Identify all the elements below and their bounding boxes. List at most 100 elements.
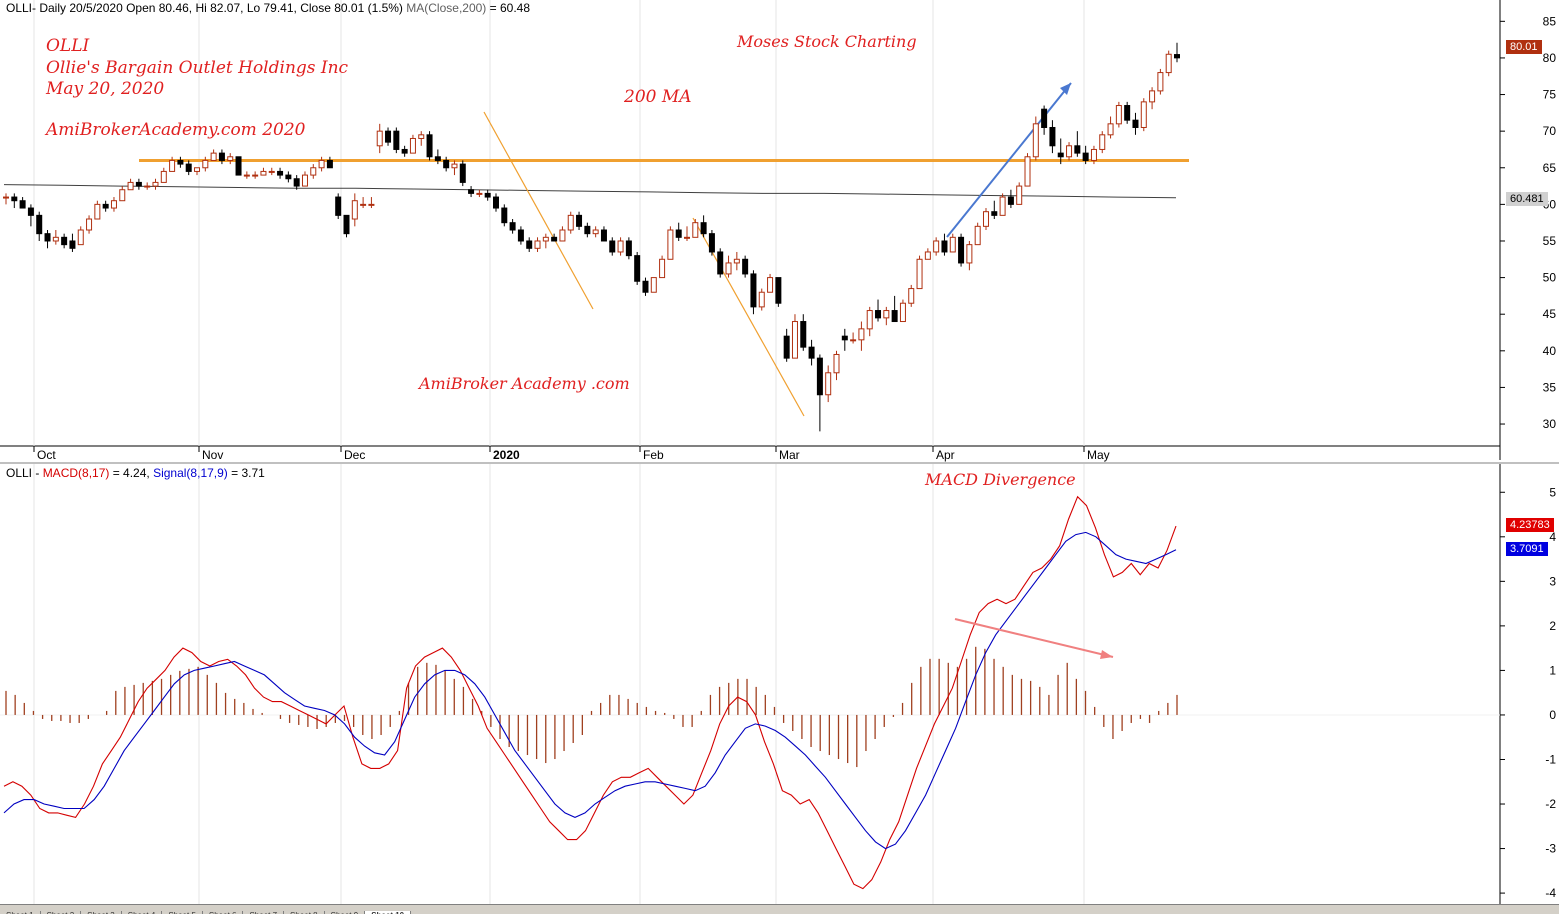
header-ma-label: MA(Close,200) — [406, 1, 487, 15]
candle — [725, 255, 732, 278]
candle-body — [1082, 152, 1089, 161]
candle-body — [401, 148, 408, 154]
candle-body — [617, 240, 624, 253]
candle — [1099, 131, 1106, 154]
candle-body — [991, 211, 998, 216]
candle — [385, 127, 392, 146]
candle — [567, 211, 574, 234]
candle-body — [127, 181, 134, 191]
candle-body — [110, 200, 117, 209]
signal-line — [3, 531, 1177, 850]
macd-tick-label: -2 — [1545, 797, 1556, 811]
price-tick-label: 55 — [1543, 234, 1557, 248]
macd-tick-label: 4 — [1549, 530, 1556, 544]
candle-body — [459, 163, 466, 183]
candle — [268, 167, 275, 176]
macd-tick-label: -3 — [1545, 842, 1556, 856]
divergence-arrowhead — [1100, 650, 1113, 659]
candle — [210, 149, 217, 161]
candle — [426, 131, 433, 161]
candle — [277, 167, 284, 179]
candle — [808, 339, 815, 366]
candle-body — [177, 159, 184, 165]
candle — [468, 186, 475, 198]
candle — [243, 171, 250, 179]
ma-price-tag: 60.481 — [1506, 192, 1548, 206]
candle — [783, 328, 790, 362]
candle-body — [1124, 105, 1131, 121]
candle — [443, 156, 450, 172]
company-note: Ollie's Bargain Outlet Holdings Inc — [46, 58, 349, 78]
candle-body — [609, 240, 616, 253]
candle — [933, 237, 940, 256]
candle-body — [758, 291, 765, 308]
candle-body — [1174, 54, 1180, 59]
candle-body — [891, 310, 898, 323]
candle — [401, 145, 408, 157]
candle — [1057, 138, 1064, 165]
candle — [227, 153, 234, 165]
candle — [650, 277, 657, 293]
candle-body — [966, 244, 973, 264]
candle-body — [534, 240, 541, 249]
candle — [19, 197, 26, 209]
candle-body — [783, 335, 790, 359]
candle-body — [1016, 185, 1023, 205]
candle — [1132, 112, 1139, 135]
candle — [476, 189, 483, 198]
macd-tick-label: -4 — [1545, 886, 1556, 900]
candle-body — [974, 225, 981, 246]
candle — [127, 178, 134, 191]
candle-body — [1107, 123, 1114, 136]
candle-body — [94, 203, 101, 220]
candle-body — [584, 225, 591, 235]
price-tick-label: 65 — [1543, 161, 1557, 175]
candle-body — [235, 156, 242, 176]
candle — [708, 230, 715, 256]
candle-body — [1149, 90, 1156, 103]
candle — [194, 167, 201, 176]
candle-body — [260, 170, 267, 176]
candle — [1032, 116, 1039, 161]
candle — [625, 237, 632, 260]
candle — [318, 156, 325, 172]
candle — [526, 237, 533, 252]
candle-body — [501, 207, 508, 224]
candle — [974, 222, 981, 246]
candle — [833, 350, 840, 381]
candle-body — [1157, 72, 1164, 92]
candle-body — [52, 236, 59, 242]
candle-body — [185, 163, 192, 172]
candle-body — [1041, 108, 1048, 128]
candle — [667, 226, 674, 260]
candle — [252, 171, 259, 179]
candle — [152, 178, 159, 190]
candle — [966, 240, 973, 271]
candle-body — [243, 174, 250, 177]
header-ohlc: - Daily 20/5/2020 Open 80.46, Hi 82.07, … — [32, 1, 407, 15]
candle — [825, 365, 832, 403]
macd-tick-label: 5 — [1549, 485, 1556, 499]
candle — [592, 226, 599, 238]
candle — [924, 248, 931, 260]
candle-body — [841, 335, 848, 341]
candle-body — [767, 277, 774, 293]
candle-body — [916, 258, 923, 290]
price-tick-label: 75 — [1543, 88, 1557, 102]
candle-body — [301, 174, 308, 187]
candle — [758, 288, 765, 311]
candle-body — [717, 251, 724, 275]
candle-body — [492, 196, 499, 209]
candle — [459, 160, 466, 187]
candle-body — [19, 200, 26, 209]
candle — [982, 208, 989, 230]
candle-body — [77, 229, 84, 246]
candle-body — [1132, 119, 1139, 128]
uptrend-arrowhead — [1060, 83, 1071, 95]
candle-body — [808, 346, 815, 359]
candle-body — [883, 310, 890, 319]
candle — [999, 193, 1006, 216]
candle-body — [933, 240, 940, 253]
macd-header-symbol: OLLI - — [6, 466, 43, 480]
